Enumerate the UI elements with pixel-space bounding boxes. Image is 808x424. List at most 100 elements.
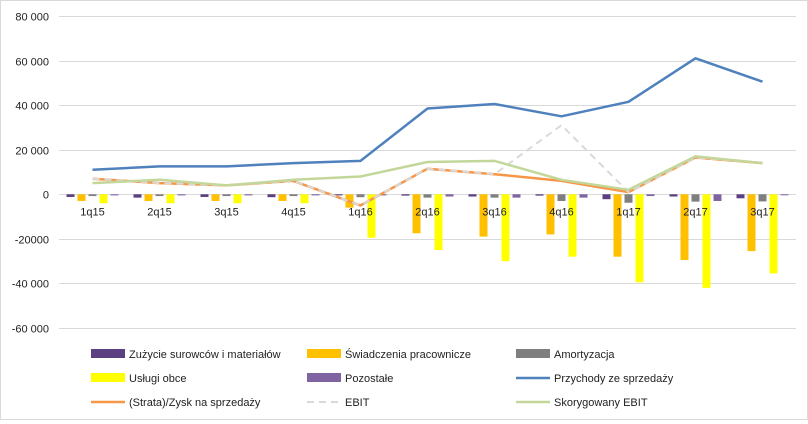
bar	[736, 194, 745, 199]
gridlines	[59, 16, 796, 329]
bar-series-zuzycie-surowcow-i-materia-ow	[66, 194, 745, 200]
bar	[535, 194, 544, 196]
bar	[568, 194, 577, 257]
bar	[479, 194, 488, 237]
bar	[177, 194, 186, 196]
bar	[66, 194, 75, 197]
legend-item-swiadczenia-pracownicze: Świadczenia pracownicze	[307, 348, 471, 361]
x-tick-label: 2q16	[415, 206, 439, 218]
bar	[669, 194, 678, 197]
bar	[200, 194, 209, 197]
bar	[278, 194, 287, 201]
bar	[222, 194, 231, 197]
bar	[267, 194, 276, 198]
bar	[512, 194, 521, 198]
bar	[780, 194, 789, 196]
legend-swatch	[516, 349, 550, 358]
bar	[579, 194, 588, 198]
legend-label: Świadczenia pracownicze	[345, 348, 471, 361]
legend-item-strata-zysk-na-sprzedazy: (Strata)/Zysk na sprzedaży	[91, 397, 261, 409]
bar	[412, 194, 421, 234]
y-tick-label: -60 000	[12, 324, 49, 336]
bar	[300, 194, 309, 204]
line-series	[92, 57, 763, 207]
bar	[624, 194, 633, 203]
bar	[378, 194, 387, 196]
y-tick-label: 80 000	[15, 12, 49, 24]
y-axis: 80 000 60 000 40 000 20 000 0 -20000 -40 000 -6…	[12, 12, 49, 336]
legend-item-pozosta-e: Pozostałe	[307, 373, 393, 385]
legend-label: Zużycie surowców i materiałów	[129, 349, 281, 361]
bar	[155, 194, 164, 197]
bar	[691, 194, 700, 202]
legend-item-us-ugi-obce: Usługi obce	[91, 373, 186, 385]
bar	[356, 194, 365, 198]
bar-series-swiadczenia-pracownicze	[77, 194, 756, 261]
legend-item-zuzycie-surowcow-i-materia-ow: Zużycie surowców i materiałów	[91, 349, 281, 361]
bar	[613, 194, 622, 257]
bar	[233, 194, 242, 204]
legend-label: EBIT	[345, 397, 370, 409]
legend: Zużycie surowców i materiałów Świadczenia…	[91, 348, 674, 409]
bar-series-us-ugi-obce	[99, 194, 778, 288]
bar	[646, 194, 655, 197]
bar	[557, 194, 566, 201]
bar	[468, 194, 477, 197]
bar	[602, 194, 611, 200]
bar-series	[66, 194, 789, 288]
x-tick-label: 2q15	[147, 206, 171, 218]
bar	[490, 194, 499, 198]
bar	[445, 194, 454, 197]
bar	[546, 194, 555, 235]
line-przychody-ze-sprzedazy	[92, 57, 763, 172]
bar	[211, 194, 220, 201]
y-tick-label: 20 000	[15, 146, 49, 158]
bar	[133, 194, 142, 198]
bar	[713, 194, 722, 201]
bar-series-pozosta-e	[110, 194, 789, 201]
x-tick-label: 1q17	[616, 206, 640, 218]
bar	[311, 194, 320, 196]
x-tick-label: 3q17	[750, 206, 774, 218]
bar	[680, 194, 689, 261]
legend-label: Usługi obce	[129, 373, 186, 385]
legend-item-ebit: EBIT	[307, 397, 370, 409]
bar	[99, 194, 108, 204]
bar	[144, 194, 153, 201]
bar	[635, 194, 644, 283]
legend-swatch	[307, 373, 341, 382]
bar	[758, 194, 767, 202]
legend-swatch	[307, 349, 341, 358]
legend-label: Pozostałe	[345, 373, 393, 385]
bar	[110, 194, 119, 196]
bar	[244, 194, 253, 196]
bar	[289, 194, 298, 197]
bar	[769, 194, 778, 274]
bar	[166, 194, 175, 204]
legend-item-przychody-ze-sprzedazy: Przychody ze sprzedaży	[516, 373, 674, 385]
bar	[88, 194, 97, 197]
x-tick-label: 3q16	[482, 206, 506, 218]
bar	[367, 194, 376, 238]
x-tick-label: 2q17	[683, 206, 707, 218]
line-skorygowany-ebit	[92, 155, 763, 192]
bar	[334, 194, 343, 196]
y-tick-label: -40 000	[12, 279, 49, 291]
x-tick-label: 1q15	[80, 206, 104, 218]
bar	[501, 194, 510, 262]
x-axis-labels: 1q15 2q15 3q15 4q15 1q16 2q16 3q16 4q16 1q17 2q17…	[80, 206, 774, 218]
bar	[423, 194, 432, 198]
bar	[747, 194, 756, 252]
legend-label: Przychody ze sprzedaży	[554, 373, 674, 385]
x-tick-label: 3q15	[214, 206, 238, 218]
bar-series-amortyzacja	[88, 194, 767, 203]
bar	[77, 194, 86, 201]
x-tick-label: 4q16	[549, 206, 573, 218]
bar	[702, 194, 711, 288]
y-tick-label: 0	[43, 190, 49, 202]
y-tick-label: 60 000	[15, 57, 49, 69]
legend-swatch	[91, 373, 125, 382]
legend-label: Amortyzacja	[554, 349, 615, 361]
legend-swatch	[91, 349, 125, 358]
